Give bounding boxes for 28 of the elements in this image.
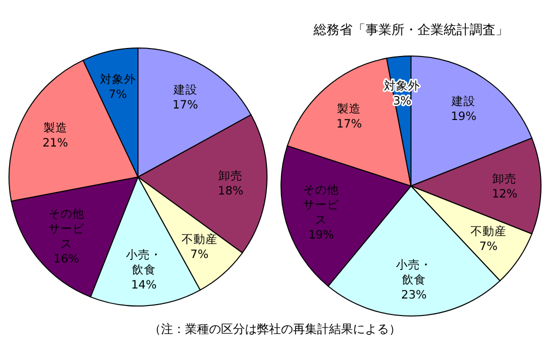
data-label: 17% <box>172 98 198 112</box>
data-label: 23% <box>401 288 427 302</box>
data-label: 19% <box>308 228 334 242</box>
data-label: 18% <box>218 183 244 198</box>
slice-label: その他サービス <box>303 182 340 227</box>
data-label: 17% <box>336 116 362 130</box>
slice-label: 卸売 <box>218 168 243 182</box>
data-label: 16% <box>54 252 80 266</box>
slice-label: 建設 <box>450 94 476 108</box>
slice-label: 不動産 <box>181 232 218 246</box>
data-label: 7% <box>108 86 127 101</box>
data-label: 12% <box>492 186 518 200</box>
data-label: 14% <box>131 278 157 292</box>
slice-label: 対象外 <box>100 72 136 86</box>
slice-label: 卸売 <box>492 172 517 186</box>
slice-label: 製造 <box>337 101 362 116</box>
text: （注：業種の区分は弊社の再集計結果による） <box>149 322 401 336</box>
slice-label: 不動産 <box>470 224 506 238</box>
data-label: 7% <box>479 239 498 254</box>
slice-label: 建設 <box>172 82 198 97</box>
data-label: 19% <box>450 109 476 124</box>
slice-label: その他サービス <box>48 206 86 251</box>
slice-label: 小売・飲食 <box>126 248 162 277</box>
chart-title: 総務省「事業所・企業統計調査」 <box>312 23 508 38</box>
slice-label: 製造 <box>43 120 68 134</box>
data-label: 7% <box>190 247 209 262</box>
data-label: 21% <box>42 135 68 150</box>
slice-label: 小売・飲食 <box>396 258 432 287</box>
